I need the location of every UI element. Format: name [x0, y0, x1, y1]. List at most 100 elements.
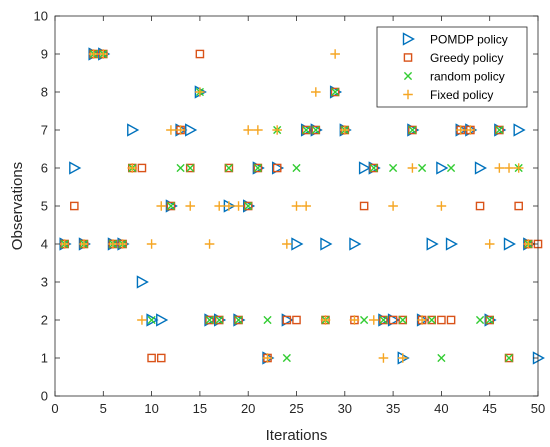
- data-point: [137, 163, 147, 173]
- x-tick-label: 25: [289, 401, 303, 416]
- data-point: [185, 201, 196, 211]
- legend-item: Fixed policy: [403, 88, 493, 102]
- data-point: [523, 239, 534, 249]
- data-point: [292, 163, 301, 173]
- x-tick-label: 30: [338, 401, 352, 416]
- data-point: [147, 353, 156, 363]
- legend-marker: [403, 71, 413, 81]
- data-point: [195, 87, 205, 97]
- legend-box: [376, 26, 528, 108]
- data-point: [398, 315, 408, 325]
- legend-label: Greedy policy: [430, 51, 503, 65]
- x-tick-label: 40: [434, 401, 448, 416]
- x-tick-label: 20: [241, 401, 255, 416]
- x-tick-label: 10: [144, 401, 158, 416]
- data-point: [417, 315, 427, 325]
- x-tick-label: 0: [51, 401, 58, 416]
- data-point: [224, 201, 234, 211]
- data-point: [281, 313, 294, 327]
- data-point: [301, 125, 311, 135]
- x-tick-label: 15: [193, 401, 207, 416]
- data-point: [127, 163, 138, 173]
- data-point: [485, 315, 495, 325]
- data-point: [272, 163, 282, 173]
- data-point: [117, 239, 128, 249]
- data-point: [271, 161, 285, 175]
- legend-label: Fixed policy: [430, 88, 493, 102]
- data-point: [504, 353, 514, 363]
- data-point: [88, 49, 99, 59]
- data-point: [379, 315, 388, 325]
- data-point: [234, 315, 243, 325]
- y-tick-label: 8: [41, 85, 48, 100]
- data-point: [484, 239, 495, 249]
- data-point: [214, 313, 227, 327]
- data-point: [204, 313, 217, 327]
- data-point: [311, 125, 320, 135]
- data-point: [378, 353, 389, 363]
- y-tick-label: 4: [41, 237, 48, 252]
- data-point: [427, 315, 436, 325]
- y-tick-label: 2: [41, 313, 48, 328]
- data-point: [475, 315, 485, 325]
- data-point: [513, 163, 524, 173]
- legend-label: random policy: [430, 70, 505, 84]
- data-point: [369, 163, 379, 173]
- data-point: [320, 237, 333, 251]
- data-point: [397, 353, 408, 363]
- data-point: [156, 313, 169, 327]
- data-point: [388, 201, 398, 211]
- data-point: [437, 315, 446, 325]
- data-point: [282, 239, 292, 249]
- data-point: [262, 353, 273, 363]
- data-point: [186, 163, 195, 173]
- data-point: [378, 313, 391, 327]
- data-point: [427, 315, 437, 325]
- data-point: [504, 163, 514, 173]
- data-point: [513, 123, 526, 137]
- data-point: [243, 201, 253, 211]
- data-point: [436, 161, 449, 175]
- legend-marker: [403, 89, 413, 100]
- data-point: [166, 125, 176, 135]
- data-point: [253, 163, 262, 173]
- legend: POMDP policy Greedy policy random policy Fi…: [376, 26, 528, 108]
- data-point: [195, 49, 205, 59]
- data-point: [263, 315, 272, 325]
- data-point: [446, 163, 456, 173]
- data-point: [445, 237, 459, 251]
- data-point: [310, 123, 323, 137]
- x-tick-label: 50: [531, 401, 545, 416]
- data-point: [176, 163, 185, 173]
- data-point: [253, 163, 263, 173]
- data-point: [398, 315, 407, 325]
- legend-item: POMDP policy: [402, 32, 508, 47]
- data-point: [369, 163, 378, 173]
- data-point: [98, 49, 109, 59]
- data-point: [455, 125, 466, 135]
- data-point: [407, 123, 420, 137]
- legend-label: POMDP policy: [430, 33, 508, 47]
- data-point: [475, 201, 485, 211]
- data-point: [495, 125, 504, 135]
- data-point: [146, 313, 159, 327]
- x-tick-label: 45: [482, 401, 496, 416]
- data-point: [387, 313, 401, 327]
- data-point: [504, 353, 514, 363]
- data-point: [388, 315, 398, 325]
- x-tick-label: 35: [386, 401, 400, 416]
- data-point: [330, 87, 340, 97]
- data-point: [127, 123, 140, 137]
- data-point: [166, 201, 176, 211]
- data-point: [311, 87, 321, 97]
- data-point: [136, 275, 149, 289]
- data-point: [69, 161, 82, 175]
- data-point: [503, 237, 516, 251]
- y-axis-label: Observations: [9, 162, 26, 250]
- data-point: [185, 123, 198, 137]
- data-point: [147, 315, 156, 325]
- data-point: [446, 315, 456, 325]
- data-point: [204, 239, 215, 249]
- legend-marker: [403, 53, 413, 62]
- data-point: [234, 315, 243, 325]
